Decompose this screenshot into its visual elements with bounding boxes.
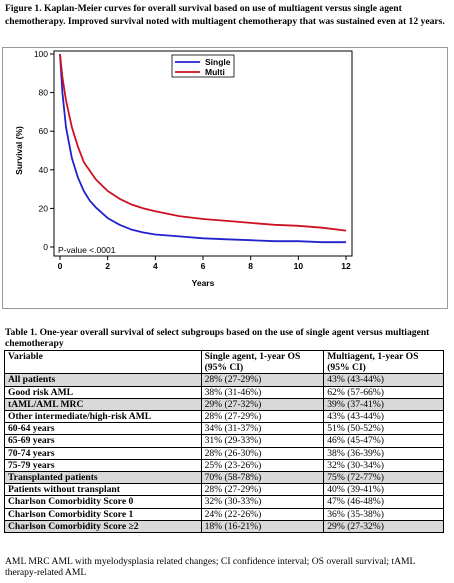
variable-cell: Good risk AML xyxy=(4,385,202,399)
single-agent-cell: 28% (27-29%) xyxy=(200,410,325,424)
variable-cell: 60-64 years xyxy=(4,422,202,436)
y-axis-label: Survival (%) xyxy=(14,126,24,175)
single-agent-cell: 38% (31-46%) xyxy=(200,385,325,399)
x-tick-label: 8 xyxy=(248,261,253,271)
multiagent-cell: 40% (39-41%) xyxy=(323,483,444,497)
y-tick-label: 0 xyxy=(43,242,48,252)
table-footnote: AML MRC AML with myelodysplasia related … xyxy=(5,556,416,579)
y-tick-label: 20 xyxy=(39,203,49,213)
legend-label: Single xyxy=(205,57,231,67)
single-agent-cell: 25% (23-26%) xyxy=(200,458,325,473)
multiagent-cell: 29% (27-32%) xyxy=(323,519,444,534)
kaplan-meier-chart: 0 20 40 60 80 100 0 2 4 6 8 10 12 Years Survival (%) P-… xyxy=(14,49,353,288)
table-row: Charlson Comorbidity Score ≥2 18% (16-21%… xyxy=(4,519,444,534)
survival-table: Variable Single agent, 1-year OS (95% CI… xyxy=(4,349,444,534)
single-agent-cell: 28% (27-29%) xyxy=(200,373,325,387)
table-row: tAML/AML MRC 29% (27-32%) 39% (37-41%) xyxy=(4,397,444,412)
variable-cell: Charlson Comorbidity Score 1 xyxy=(4,507,202,521)
multiagent-cell: 75% (72-77%) xyxy=(323,471,444,485)
x-axis-label: Years xyxy=(192,278,215,288)
table-row: 60-64 years 34% (31-37%) 51% (50-52%) xyxy=(4,422,444,436)
multiagent-cell: 47% (46-48%) xyxy=(323,495,444,509)
variable-cell: Transplanted patients xyxy=(4,471,202,485)
x-tick-label: 4 xyxy=(153,261,158,271)
variable-cell: Other intermediate/high-risk AML xyxy=(4,410,202,424)
figure-caption: Figure 1. Kaplan-Meier curves for overal… xyxy=(5,3,445,27)
single-agent-cell: 32% (30-33%) xyxy=(200,495,325,509)
table-row: All patients 28% (27-29%) 43% (43-44%) xyxy=(4,373,444,387)
series-line-single xyxy=(59,53,346,244)
multiagent-cell: 38% (36-39%) xyxy=(323,446,444,460)
variable-cell: 75-79 years xyxy=(4,458,202,473)
single-agent-cell: 34% (31-37%) xyxy=(200,422,325,436)
multiagent-cell: 36% (35-38%) xyxy=(323,507,444,521)
x-tick-label: 6 xyxy=(201,261,206,271)
table-row: Charlson Comorbidity Score 0 32% (30-33%)… xyxy=(4,495,444,509)
y-tick-label: 40 xyxy=(39,165,49,175)
variable-cell: 65-69 years xyxy=(4,434,202,448)
x-tick-label: 2 xyxy=(105,261,110,271)
plot-frame xyxy=(53,50,353,257)
x-tick-label: 0 xyxy=(58,261,63,271)
multiagent-cell: 62% (57-66%) xyxy=(323,385,444,399)
multiagent-cell: 51% (50-52%) xyxy=(323,422,444,436)
single-agent-cell: 70% (58-78%) xyxy=(200,471,325,485)
table-row: Transplanted patients 70% (58-78%) 75% (72… xyxy=(4,471,444,485)
variable-cell: Charlson Comorbidity Score 0 xyxy=(4,495,202,509)
single-agent-cell: 28% (27-29%) xyxy=(200,483,325,497)
table-row: Charlson Comorbidity Score 1 24% (22-26%)… xyxy=(4,507,444,521)
multiagent-cell: 39% (37-41%) xyxy=(323,397,444,412)
multiagent-cell: 46% (45-47%) xyxy=(323,434,444,448)
header-multiagent: Multiagent, 1-year OS (95% CI) xyxy=(323,349,444,375)
legend-label: Multi xyxy=(205,67,225,77)
table-row: 75-79 years 25% (23-26%) 32% (30-34%) xyxy=(4,458,444,473)
x-tick-label: 10 xyxy=(294,261,304,271)
table-row: Other intermediate/high-risk AML 28% (27-… xyxy=(4,410,444,424)
multiagent-cell: 43% (43-44%) xyxy=(323,410,444,424)
y-tick-label: 60 xyxy=(39,126,49,136)
variable-cell: Charlson Comorbidity Score ≥2 xyxy=(4,519,202,534)
multiagent-cell: 32% (30-34%) xyxy=(323,458,444,473)
variable-cell: 70-74 years xyxy=(4,446,202,460)
p-value-annotation: P-value <.0001 xyxy=(58,245,116,255)
variable-cell: tAML/AML MRC xyxy=(4,397,202,412)
single-agent-cell: 29% (27-32%) xyxy=(200,397,325,412)
multiagent-cell: 43% (43-44%) xyxy=(323,373,444,387)
y-tick-label: 100 xyxy=(34,49,48,59)
x-tick-label: 12 xyxy=(341,261,351,271)
table-row: Good risk AML 38% (31-46%) 62% (57-66%) xyxy=(4,385,444,399)
single-agent-cell: 24% (22-26%) xyxy=(200,507,325,521)
variable-cell: All patients xyxy=(4,373,202,387)
header-single-agent: Single agent, 1-year OS (95% CI) xyxy=(200,349,325,375)
header-variable: Variable xyxy=(4,349,202,375)
single-agent-cell: 18% (16-21%) xyxy=(200,519,325,534)
table-row: Patients without transplant 28% (27-29%) 4… xyxy=(4,483,444,497)
table-row: 65-69 years 31% (29-33%) 46% (45-47%) xyxy=(4,434,444,448)
table-caption: Table 1. One-year overall survival of se… xyxy=(5,327,430,349)
table-header-row: Variable Single agent, 1-year OS (95% CI… xyxy=(4,349,444,375)
chart-frame xyxy=(2,47,448,309)
series-line-multi xyxy=(59,53,347,232)
single-agent-cell: 31% (29-33%) xyxy=(200,434,325,448)
y-tick-label: 80 xyxy=(39,88,49,98)
table-row: 70-74 years 28% (26-30%) 38% (36-39%) xyxy=(4,446,444,460)
variable-cell: Patients without transplant xyxy=(4,483,202,497)
single-agent-cell: 28% (26-30%) xyxy=(200,446,325,460)
